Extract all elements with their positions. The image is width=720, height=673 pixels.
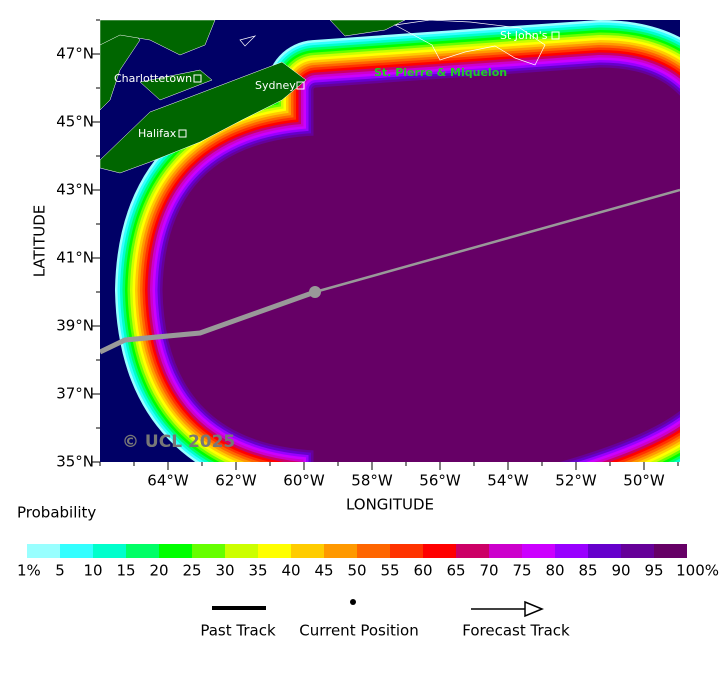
copyright: © UCL 2025 <box>122 432 235 452</box>
forecast-track <box>314 188 680 294</box>
scale-label: 50 <box>347 562 366 580</box>
scale-swatch <box>588 544 621 558</box>
x-tick-label: 60°W <box>283 472 325 490</box>
legend-label: Past Track <box>200 622 276 640</box>
scale-swatch <box>489 544 522 558</box>
scale-label: 60 <box>413 562 432 580</box>
current-position <box>309 286 321 298</box>
scale-swatch <box>456 544 489 558</box>
place-marker <box>178 129 187 138</box>
scale-label: 65 <box>446 562 465 580</box>
y-tick-label: 39°N <box>56 317 94 335</box>
scale-swatch <box>60 544 93 558</box>
axes: 64°W 62°W 60°W 58°W 56°W 54°W 52°W 50°W 47°N 45°N… <box>56 19 679 490</box>
scale-label: 90 <box>611 562 630 580</box>
scale-label: 75 <box>512 562 531 580</box>
y-tick-label: 35°N <box>56 453 94 471</box>
scale-swatch <box>93 544 126 558</box>
scale-swatch <box>126 544 159 558</box>
place-label: St. Pierre & Miquelon <box>374 66 507 79</box>
scale-swatch <box>621 544 654 558</box>
place-marker <box>551 31 560 40</box>
scale-label: 100% <box>676 562 719 580</box>
scale-label: 25 <box>182 562 201 580</box>
x-tick-label: 50°W <box>623 472 665 490</box>
place-label: Sydney <box>255 79 296 92</box>
x-tick-label: 56°W <box>419 472 461 490</box>
place-label: Halifax <box>138 127 177 140</box>
past-track <box>100 289 316 355</box>
x-axis-label: LONGITUDE <box>346 496 434 514</box>
scale-label: 95 <box>644 562 663 580</box>
y-tick-label: 37°N <box>56 385 94 403</box>
current-position-symbol <box>350 599 356 605</box>
scale-label: 1% <box>17 562 41 580</box>
probability-core <box>165 70 680 462</box>
scale-label: 30 <box>215 562 234 580</box>
scale-label: 40 <box>281 562 300 580</box>
scale-swatch <box>225 544 258 558</box>
island <box>239 35 257 47</box>
legend-label: Forecast Track <box>462 622 570 640</box>
scale-label: 35 <box>248 562 267 580</box>
place-label: St John's <box>500 29 548 42</box>
probability-rings <box>115 20 680 462</box>
scale-swatch <box>390 544 423 558</box>
scale-swatch <box>555 544 588 558</box>
scale-swatch <box>258 544 291 558</box>
scale-swatch <box>291 544 324 558</box>
x-tick-label: 54°W <box>487 472 529 490</box>
map-area: Charlottetown Sydney Halifax St John's St. P… <box>100 20 680 462</box>
scale-swatch <box>654 544 687 558</box>
scale-label: 15 <box>116 562 135 580</box>
scale-swatch <box>192 544 225 558</box>
places: Charlottetown Sydney Halifax St John's St. P… <box>114 29 560 140</box>
scale-label: 5 <box>55 562 65 580</box>
y-tick-label: 47°N <box>56 45 94 63</box>
scale-label: 45 <box>314 562 333 580</box>
x-tick-label: 52°W <box>555 472 597 490</box>
legend-label: Current Position <box>299 622 419 640</box>
place-label: Charlottetown <box>114 72 192 85</box>
scale-label: 10 <box>83 562 102 580</box>
scale-swatch <box>522 544 555 558</box>
newfoundland-outline <box>393 20 546 66</box>
forecast-arrowhead <box>524 600 544 618</box>
scale-swatch <box>159 544 192 558</box>
scale-swatch <box>27 544 60 558</box>
y-tick-label: 43°N <box>56 181 94 199</box>
land <box>100 20 216 56</box>
scale-swatch <box>423 544 456 558</box>
land <box>100 61 307 174</box>
land <box>329 20 406 37</box>
scale-label: 20 <box>149 562 168 580</box>
place-marker <box>296 81 305 90</box>
x-tick-label: 62°W <box>215 472 257 490</box>
scale-label: 55 <box>380 562 399 580</box>
y-tick-label: 45°N <box>56 113 94 131</box>
scale-label: 70 <box>479 562 498 580</box>
place-marker <box>193 74 202 83</box>
scale-label: 85 <box>578 562 597 580</box>
y-tick-label: 41°N <box>56 249 94 267</box>
legend-title: Probability <box>17 504 96 522</box>
color-scale: 1% 5 10 15 20 25 30 35 40 45 50 55 60 65 70 75 80 85 90 95 1… <box>17 544 719 580</box>
scale-label: 80 <box>545 562 564 580</box>
y-axis-label: LATITUDE <box>31 205 49 278</box>
x-tick-label: 58°W <box>351 472 393 490</box>
x-tick-label: 64°W <box>147 472 189 490</box>
scale-swatch <box>357 544 390 558</box>
scale-swatch <box>324 544 357 558</box>
